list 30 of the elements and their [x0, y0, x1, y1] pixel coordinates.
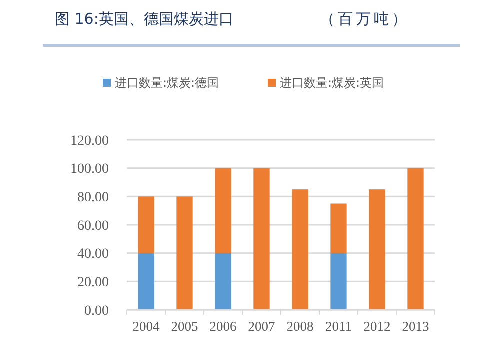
- bar: [215, 168, 232, 254]
- x-tick-label: 2006: [210, 319, 237, 334]
- legend-label: 进口数量:煤炭:英国: [280, 76, 384, 90]
- x-tick-label: 2007: [248, 319, 276, 334]
- x-tick-label: 2012: [364, 319, 391, 334]
- bar: [215, 253, 232, 310]
- bar: [408, 168, 424, 310]
- bar: [138, 253, 154, 310]
- y-tick-label: 100.00: [70, 162, 109, 178]
- bar: [369, 190, 386, 310]
- chart-title: 图 16:英国、德国煤炭进口: [55, 10, 234, 28]
- legend-label: 进口数量:煤炭:德国: [115, 76, 220, 90]
- y-tick-label: 80.00: [78, 190, 109, 206]
- y-tick-label: 120.00: [70, 134, 109, 149]
- y-tick-label: 60.00: [78, 218, 109, 234]
- bar: [254, 168, 270, 310]
- x-tick-label: 2011: [326, 319, 352, 334]
- y-tick-label: 20.00: [78, 276, 109, 291]
- x-tick-label: 2013: [402, 319, 430, 334]
- bar: [176, 196, 193, 310]
- bar: [138, 196, 154, 254]
- chart-subtitle: （百万吨）: [320, 10, 410, 28]
- bar: [292, 190, 308, 310]
- x-tick-label: 2005: [171, 319, 198, 334]
- x-tick-label: 2008: [286, 319, 314, 334]
- bar: [330, 204, 347, 254]
- bar: [330, 253, 347, 310]
- x-tick-label: 2004: [132, 319, 160, 334]
- y-tick-label: 0.00: [84, 304, 109, 319]
- y-tick-label: 40.00: [78, 247, 109, 262]
